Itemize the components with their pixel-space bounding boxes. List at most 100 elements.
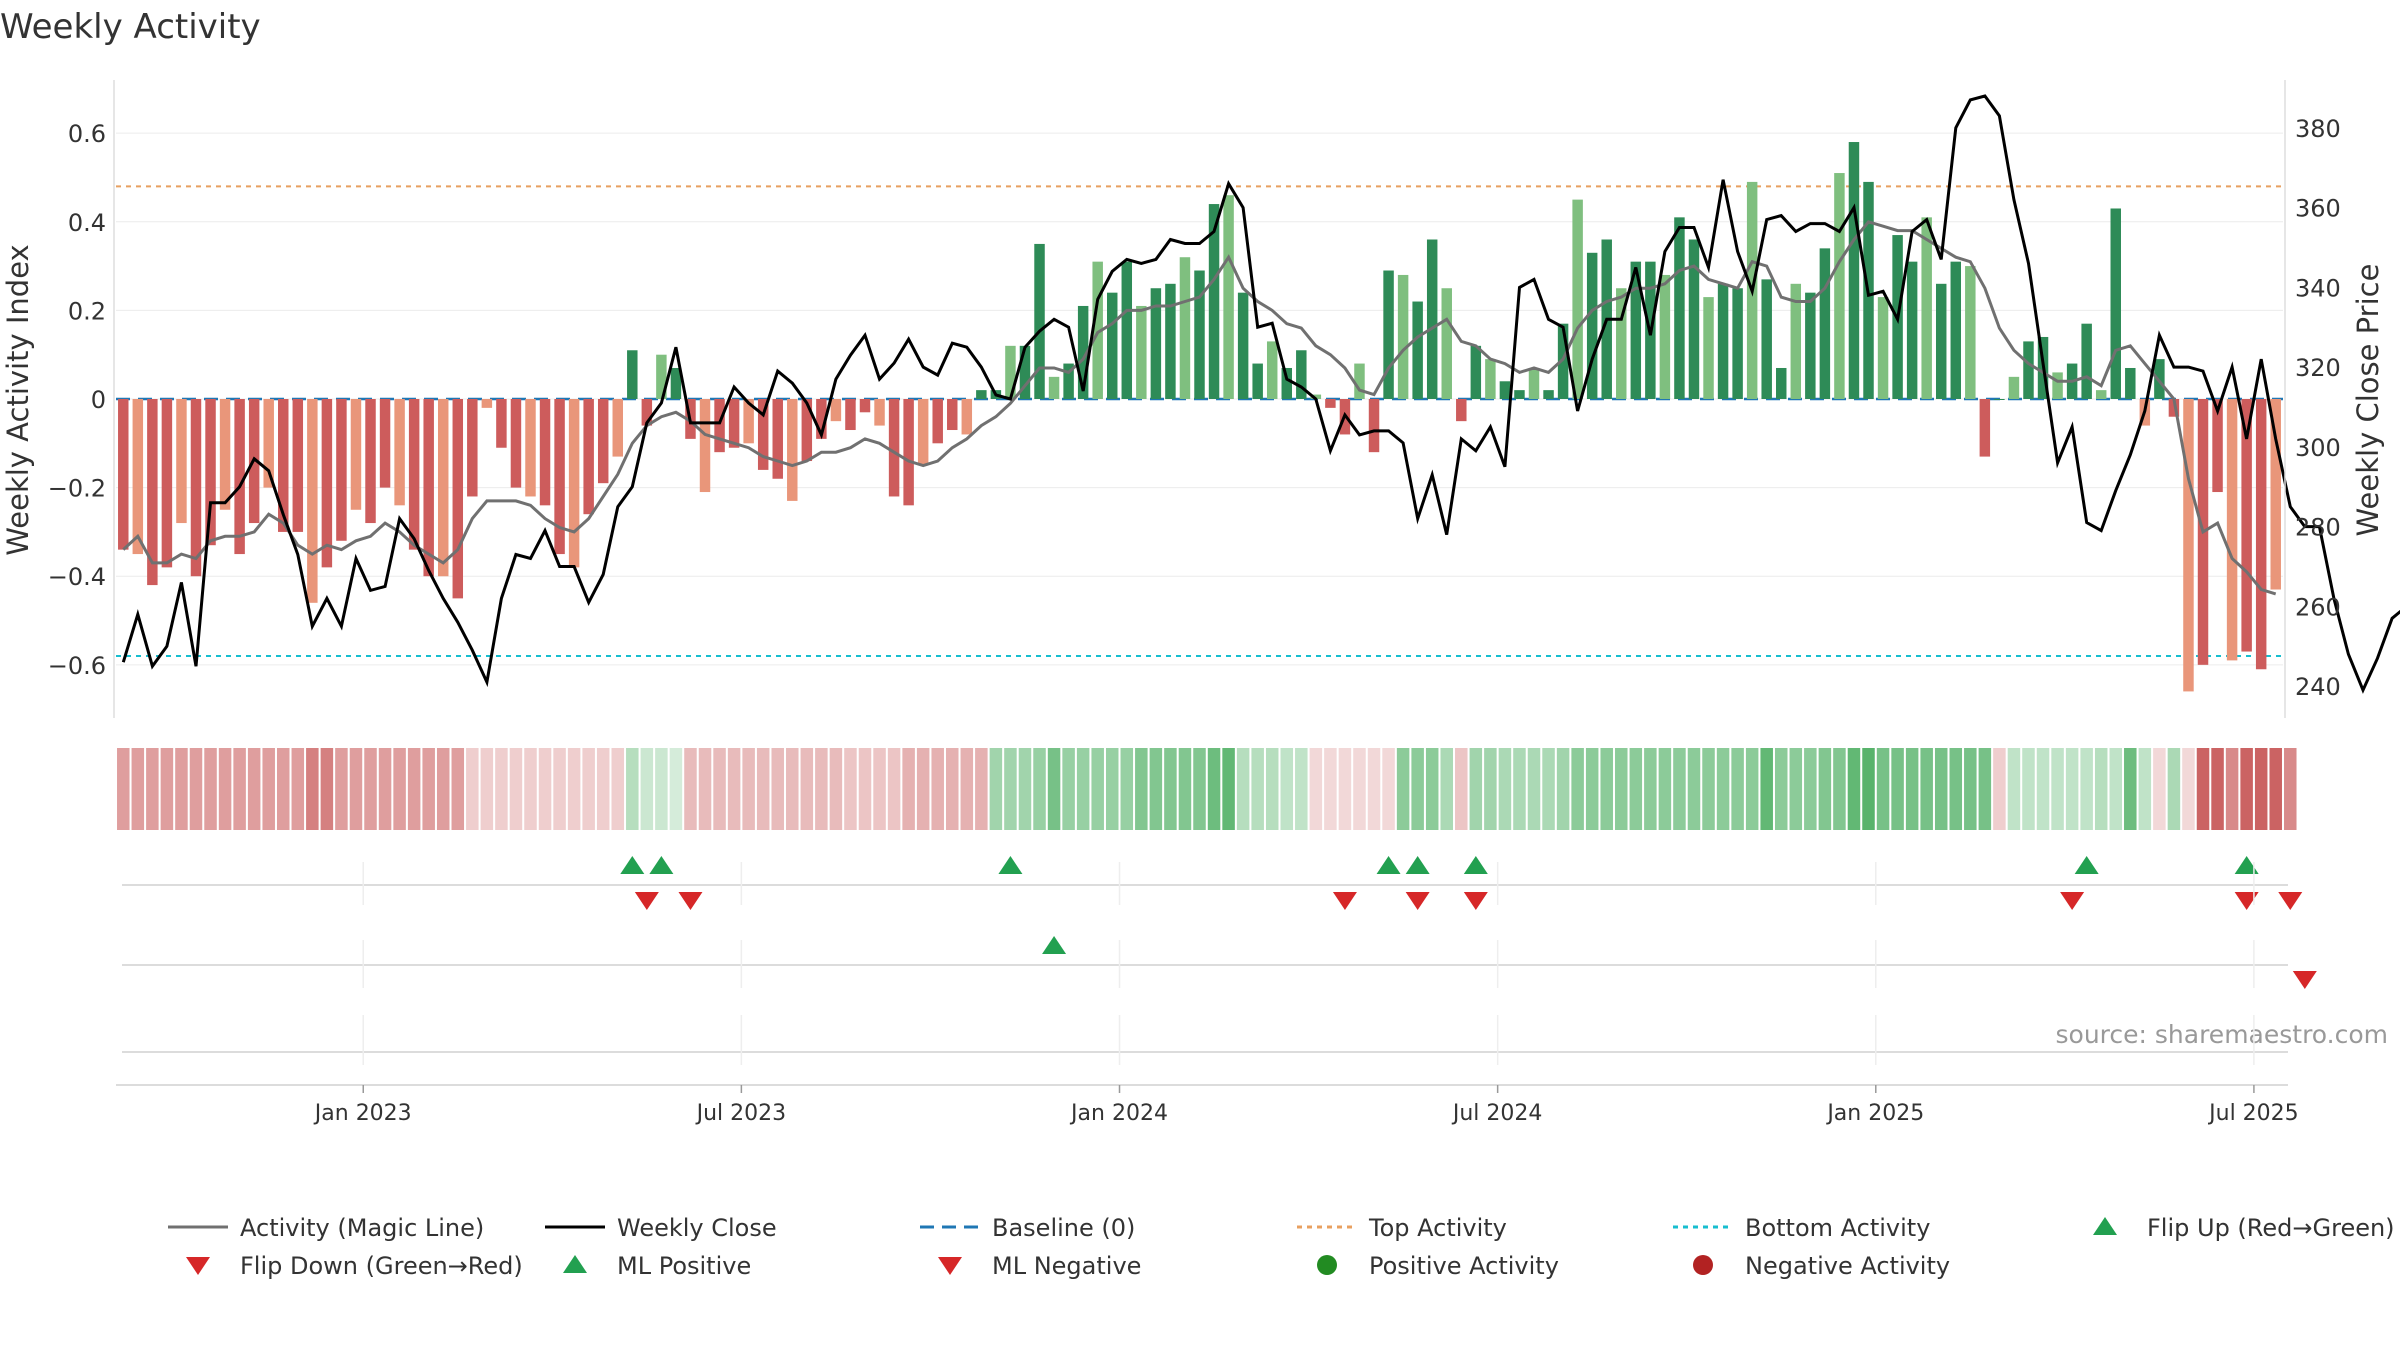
activity-bar <box>1194 270 1205 399</box>
activity-bar <box>1950 261 1962 399</box>
flip-up-marker <box>2234 856 2259 874</box>
event-panels <box>116 856 2317 1086</box>
heat-strip-cell <box>422 748 435 830</box>
heat-strip-cell <box>1353 748 1366 830</box>
activity-bar <box>2270 399 2281 590</box>
heat-strip-cell <box>1716 748 1730 830</box>
activity-bar <box>423 399 434 577</box>
heat-strip-cell <box>2240 748 2253 830</box>
activity-bar <box>1019 345 1031 399</box>
heat-strip-cell <box>2065 748 2079 830</box>
x-tick-label: Jan 2024 <box>1069 1101 1168 1126</box>
heat-strip-cell <box>655 748 668 830</box>
heat-strip-cell <box>626 748 639 830</box>
heat-strip-cell <box>1280 748 1294 830</box>
activity-bar <box>2081 323 2092 399</box>
activity-bar <box>292 399 304 532</box>
heat-strip-cell <box>713 748 726 830</box>
heat-strip-cell <box>1033 748 1046 830</box>
activity-bar <box>2023 341 2034 399</box>
heat-strip-cell <box>233 748 246 830</box>
heat-strip-cell <box>1615 748 1628 830</box>
activity-bar <box>1441 288 1452 399</box>
heat-strip-cell <box>946 748 959 830</box>
activity-bar <box>219 399 231 510</box>
activity-bar <box>234 399 245 555</box>
heat-strip-cell <box>1455 748 1468 830</box>
activity-bar <box>1616 288 1627 399</box>
legend-label: Flip Down (Green→Red) <box>240 1252 523 1280</box>
activity-bar <box>903 399 914 506</box>
activity-bar <box>1921 217 1932 399</box>
legend-label: Activity (Magic Line) <box>240 1214 484 1242</box>
heat-strip-cell <box>698 748 712 830</box>
heat-strip-cell <box>2109 748 2123 830</box>
legend-label: Flip Up (Red→Green) <box>2147 1214 2395 1242</box>
heat-strip-cell <box>480 748 494 830</box>
activity-bar <box>1397 274 1409 399</box>
heat-strip-cell <box>1818 748 1832 830</box>
heat-strip-cell <box>1236 748 1250 830</box>
heat-strip-cell <box>1571 748 1584 830</box>
heat-strip-cell <box>1251 748 1264 830</box>
series-lines <box>121 94 2400 694</box>
heat-strip-cell <box>2269 748 2282 830</box>
activity-bar <box>496 399 507 448</box>
heat-strip-cell <box>247 748 261 830</box>
heat-strip-cell <box>2153 748 2166 830</box>
activity-bar <box>1237 292 1249 399</box>
activity-bar <box>2226 399 2238 661</box>
activity-bar <box>1790 283 1802 399</box>
heat-strip-cell <box>175 748 188 830</box>
heat-strip-cell <box>538 748 552 830</box>
activity-bar <box>641 399 653 426</box>
magic-line <box>122 220 2277 596</box>
activity-bar <box>1776 367 1787 399</box>
activity-bar <box>801 399 813 462</box>
ml-negative-marker <box>2292 971 2317 989</box>
heat-strip-cell <box>393 748 406 830</box>
activity-bar <box>408 399 420 550</box>
heat-strip-cell <box>1440 748 1453 830</box>
activity-bar <box>1586 252 1598 399</box>
activity-bar <box>1063 363 1074 399</box>
legend-label: Weekly Close <box>617 1214 777 1242</box>
flip-down-marker <box>1405 892 1430 910</box>
heat-strip-cell <box>931 748 944 830</box>
activity-bar <box>1805 292 1816 399</box>
heat-strip-cell <box>407 748 421 830</box>
activity-bar <box>1965 266 1976 399</box>
heat-strip-cell <box>1978 748 1992 830</box>
heat-strip-cell <box>262 748 275 830</box>
activity-bar <box>132 399 144 555</box>
heat-strip-cell <box>1207 748 1221 830</box>
activity-bar <box>656 354 667 399</box>
activity-bar <box>525 399 536 497</box>
weekly-close-line <box>121 94 2400 694</box>
activity-bar <box>1470 345 1482 399</box>
legend-label: Baseline (0) <box>992 1214 1135 1242</box>
y2-tick-label: 280 <box>2295 514 2341 542</box>
heat-strip-cell <box>1367 748 1381 830</box>
y2-tick-label: 320 <box>2295 354 2341 382</box>
flip-up-marker <box>1463 856 1488 874</box>
activity-bar <box>161 399 173 568</box>
activity-bar <box>539 399 551 506</box>
legend-swatch <box>938 1257 962 1275</box>
heat-strip-cell <box>1804 748 1817 830</box>
activity-bar <box>1092 261 1103 399</box>
heat-strip-cell <box>1411 748 1424 830</box>
heat-strip-cell <box>131 748 145 830</box>
heat-strip-cell <box>756 748 770 830</box>
y2-tick-label: 360 <box>2295 195 2341 223</box>
activity-bar <box>321 399 333 568</box>
ml-positive-marker <box>1042 936 1067 954</box>
heat-strip-cell <box>1265 748 1279 830</box>
activity-bar <box>1223 195 1234 399</box>
heat-strip-cell <box>858 748 872 830</box>
activity-bar <box>1499 381 1511 399</box>
heat-strip-cell <box>553 748 566 830</box>
heat-strip-cell <box>1396 748 1410 830</box>
heat-strip-cell <box>742 748 755 830</box>
